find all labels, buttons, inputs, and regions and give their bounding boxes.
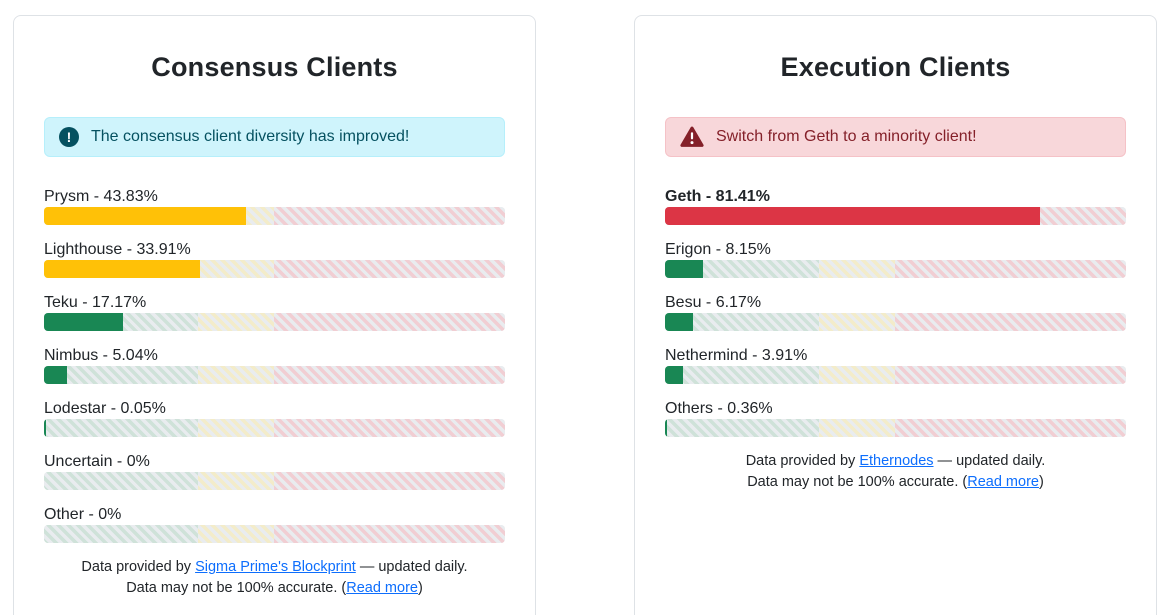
data-source-note: Data provided by Ethernodes — updated da… [665,451,1126,493]
client-share-label: Nimbus - 5.04% [44,347,158,364]
warning-zone [197,472,275,490]
client-share-label: Prysm - 43.83% [44,188,158,205]
danger-zone [895,313,1126,331]
accuracy-note-line: Data may not be 100% accurate. (Read mor… [126,580,423,596]
client-share-bar-track [44,472,505,490]
switch-from-geth-alert: Switch from Geth to a minority client! [665,117,1126,157]
alert-text: Switch from Geth to a minority client! [716,128,977,145]
client-share-bar-fill [665,260,703,278]
ok-zone [44,472,198,490]
client-share-bar-fill [44,313,124,331]
client-share-bar-fill [44,419,46,437]
client-share-bar-track [665,366,1126,384]
danger-zone [895,419,1126,437]
data-source-line: Data provided by Sigma Prime's Blockprin… [81,559,468,575]
read-more-link[interactable]: Read more [967,474,1039,490]
client-share-bar-fill [665,313,694,331]
warning-zone [818,260,896,278]
client-share-bar-track [44,366,505,384]
client-share-bar-track [665,207,1126,225]
client-share-bar-fill [44,207,247,225]
client-bar-row: Nimbus - 5.04% [44,345,505,384]
danger-zone [274,419,505,437]
card-title-consensus: Consensus Clients [151,52,398,82]
client-share-label: Others - 0.36% [665,400,773,417]
ok-zone [665,313,819,331]
info-circle-icon: ! [59,127,79,147]
consensus-improved-alert: ! The consensus client diversity has imp… [44,117,505,157]
warning-zone [197,525,275,543]
execution-clients-card: Execution Clients Switch from Geth to a … [634,15,1157,615]
client-share-bar-fill [665,366,684,384]
ok-zone [44,419,198,437]
danger-zone [895,260,1126,278]
client-bar-row: Erigon - 8.15% [665,239,1126,278]
danger-zone [895,366,1126,384]
client-bar-row: Lighthouse - 33.91% [44,239,505,278]
execution-bars-list: Geth - 81.41% Erigon - 8.15% Besu - 6.17% N… [665,186,1126,437]
client-share-label: Lodestar - 0.05% [44,400,166,417]
client-bar-row: Others - 0.36% [665,398,1126,437]
ok-zone [44,525,198,543]
client-share-label: Other - 0% [44,506,122,523]
data-source-line: Data provided by Ethernodes — updated da… [745,453,1046,469]
danger-zone [274,260,505,278]
client-share-bar-fill [44,366,68,384]
danger-zone [274,313,505,331]
client-share-bar-track [44,207,505,225]
warning-zone [197,419,275,437]
warning-zone [818,419,896,437]
client-bar-row: Nethermind - 3.91% [665,345,1126,384]
ok-zone [665,419,819,437]
warning-zone [818,313,896,331]
client-share-bar-track [44,260,505,278]
client-share-label: Geth - 81.41% [665,188,770,205]
client-bar-row: Besu - 6.17% [665,292,1126,331]
danger-zone [274,207,505,225]
client-share-bar-fill [44,260,201,278]
warning-zone [197,260,275,278]
client-share-bar-track [44,313,505,331]
client-share-bar-track [44,525,505,543]
client-bar-row: Geth - 81.41% [665,186,1126,225]
client-bar-row: Uncertain - 0% [44,451,505,490]
ok-zone [44,366,198,384]
warning-zone [197,366,275,384]
data-source-note: Data provided by Sigma Prime's Blockprin… [44,557,505,599]
danger-zone [274,472,505,490]
danger-zone [274,366,505,384]
client-bar-row: Prysm - 43.83% [44,186,505,225]
client-share-bar-fill [665,419,667,437]
client-share-label: Uncertain - 0% [44,453,150,470]
warning-zone [818,366,896,384]
read-more-link[interactable]: Read more [346,580,418,596]
client-bar-row: Teku - 17.17% [44,292,505,331]
consensus-clients-card: Consensus Clients ! The consensus client… [13,15,536,615]
client-share-bar-track [665,313,1126,331]
card-title-execution: Execution Clients [780,52,1011,82]
consensus-bars-list: Prysm - 43.83% Lighthouse - 33.91% Teku - … [44,186,505,543]
client-bar-row: Other - 0% [44,504,505,543]
client-share-label: Besu - 6.17% [665,294,762,311]
alert-text: The consensus client diversity has impro… [91,128,410,145]
data-source-link[interactable]: Ethernodes [859,453,934,469]
ok-zone [665,366,819,384]
danger-zone [274,525,505,543]
client-share-label: Teku - 17.17% [44,294,147,311]
ok-zone [665,260,819,278]
client-share-label: Nethermind - 3.91% [665,347,808,364]
accuracy-note-line: Data may not be 100% accurate. (Read mor… [747,474,1044,490]
client-share-bar-track [44,419,505,437]
client-share-bar-track [665,419,1126,437]
client-share-label: Erigon - 8.15% [665,241,771,258]
client-share-label: Lighthouse - 33.91% [44,241,191,258]
client-bar-row: Lodestar - 0.05% [44,398,505,437]
client-share-bar-fill [665,207,1041,225]
data-source-link[interactable]: Sigma Prime's Blockprint [195,559,356,575]
warning-triangle-icon [680,126,704,147]
warning-zone [197,313,275,331]
client-share-bar-track [665,260,1126,278]
